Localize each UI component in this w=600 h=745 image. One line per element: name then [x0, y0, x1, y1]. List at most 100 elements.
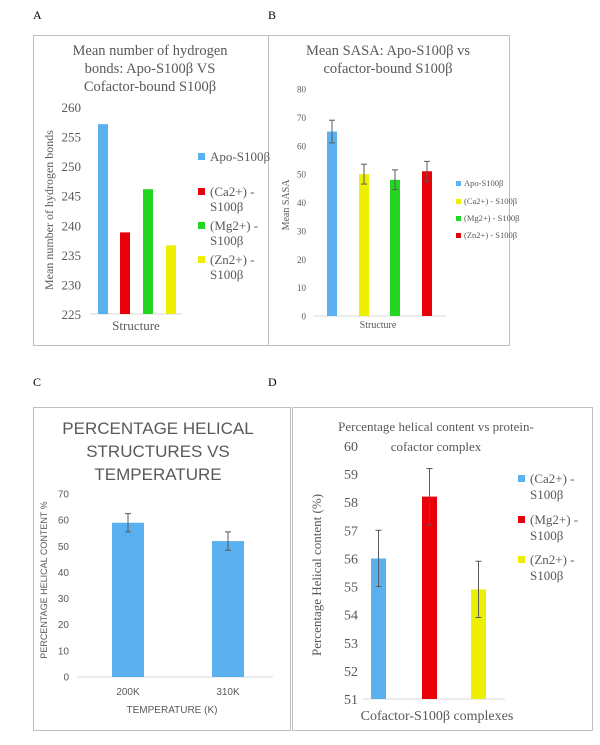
- chart-a-x-label: Structure: [112, 318, 160, 333]
- chart-a-y-tick: 230: [62, 277, 82, 292]
- chart-d-bar-3: [471, 589, 486, 699]
- chart-b-title: cofactor-bound S100β: [323, 61, 452, 77]
- chart-d-y-tick: 51: [344, 693, 358, 708]
- chart-b-legend-swatch-2: [456, 199, 461, 204]
- chart-c-y-label: PERCENTAGE HELICAL CONTENT %: [39, 501, 49, 658]
- chart-a-bar-1: [98, 124, 108, 314]
- chart-d-bar-1: [371, 558, 386, 699]
- chart-d-title: cofactor complex: [391, 439, 482, 454]
- chart-b-x-label: Structure: [360, 320, 397, 331]
- chart-a-legend-label: (Mg2+) -: [210, 218, 258, 233]
- chart-d-y-tick: 56: [344, 552, 358, 567]
- chart-b-y-label: Mean SASA: [281, 179, 292, 231]
- chart-c-title: TEMPERATURE: [94, 465, 221, 484]
- chart-d-y-tick: 53: [344, 637, 358, 652]
- chart-a-legend-swatch-3: [198, 222, 205, 229]
- chart-d-legend-label: (Ca2+) -: [530, 471, 575, 486]
- panel-label-a: A: [33, 8, 42, 22]
- chart-d-y-tick: 54: [344, 609, 358, 624]
- chart-b-legend-swatch-4: [456, 233, 461, 238]
- chart-d-legend-swatch-2: [518, 516, 525, 523]
- chart-a-legend-label: Apo-S100β: [210, 149, 270, 164]
- chart-d-legend-swatch-1: [518, 475, 525, 482]
- chart-c-y-tick: 60: [58, 516, 70, 527]
- chart-d-y-label: Percentage Helical content (%): [309, 494, 324, 656]
- chart-c-y-tick: 30: [58, 594, 70, 605]
- chart-a-legend-label: S100β: [210, 233, 244, 248]
- chart-b-title: Mean SASA: Apo-S100β vs: [306, 43, 470, 59]
- chart-a-legend-swatch-4: [198, 256, 205, 263]
- chart-b-bar-3: [390, 179, 400, 316]
- chart-d-y-tick: 58: [344, 496, 358, 511]
- chart-b-y-tick: 80: [297, 85, 307, 95]
- chart-c-bar-1: [112, 522, 144, 677]
- chart-c-y-tick: 10: [58, 646, 70, 657]
- chart-b-bar-1: [327, 131, 337, 316]
- chart-a-title: Cofactor-bound S100β: [84, 79, 216, 95]
- chart-a-y-tick: 225: [62, 307, 82, 322]
- chart-a-y-tick: 260: [62, 100, 82, 115]
- chart-b-legend-label: (Mg2+) - S100β: [464, 213, 519, 223]
- chart-b-y-tick: 0: [302, 312, 307, 322]
- chart-b-y-tick: 20: [297, 255, 307, 265]
- chart-a-y-tick: 255: [62, 130, 82, 145]
- chart-d-bar-2: [422, 496, 437, 699]
- chart-d-legend-swatch-3: [518, 556, 525, 563]
- chart-a-title: Mean number of hydrogen: [72, 43, 228, 59]
- chart-b-y-tick: 60: [297, 141, 307, 151]
- chart-c-y-tick: 40: [58, 568, 70, 579]
- chart-b-legend-label: (Zn2+) - S100β: [464, 230, 517, 240]
- chart-b-y-tick: 50: [297, 170, 307, 180]
- chart-a-legend-label: S100β: [210, 267, 244, 282]
- chart-c-y-tick: 50: [58, 542, 70, 553]
- chart-a-y-tick: 235: [62, 248, 82, 263]
- chart-a-bar-3: [143, 189, 153, 314]
- chart-b-bar-4: [422, 171, 432, 316]
- chart-b-y-tick: 30: [297, 226, 307, 236]
- chart-d-y-tick: 55: [344, 581, 358, 596]
- chart-d-legend-label: (Zn2+) -: [530, 552, 575, 567]
- chart-d-legend-label: S100β: [530, 487, 564, 502]
- chart-c-y-tick: 0: [63, 673, 69, 684]
- chart-a-legend-label: (Zn2+) -: [210, 252, 255, 267]
- chart-c-title: PERCENTAGE HELICAL: [62, 419, 253, 438]
- chart-c-y-tick: 70: [58, 490, 70, 501]
- chart-c-y-tick: 20: [58, 620, 70, 631]
- panel-label-c: C: [33, 375, 42, 389]
- chart-d-title: Percentage helical content vs protein-: [338, 419, 534, 434]
- chart-b-y-tick: 70: [297, 113, 307, 123]
- chart-c-x-tick: 310K: [216, 687, 240, 698]
- chart-c-bar-2: [212, 541, 244, 677]
- chart-a-bar-4: [166, 245, 176, 314]
- panel-label-d: D: [268, 375, 277, 389]
- chart-b-y-tick: 10: [297, 283, 307, 293]
- chart-b-bar-2: [359, 174, 369, 316]
- chart-d-legend-label: S100β: [530, 528, 564, 543]
- chart-a-y-tick: 240: [62, 218, 82, 233]
- chart-a-bar-2: [120, 232, 130, 314]
- chart-d-y-tick: 52: [344, 665, 358, 680]
- chart-b-frame: [268, 35, 510, 346]
- chart-d-y-tick: 60: [344, 440, 358, 455]
- chart-a-title: bonds: Apo-S100β VS: [85, 61, 216, 77]
- chart-b-legend-swatch-3: [456, 216, 461, 221]
- chart-a-y-tick: 245: [62, 189, 82, 204]
- chart-a-y-tick: 250: [62, 159, 82, 174]
- chart-a-y-label: Mean number of hydrogen bonds: [42, 130, 56, 290]
- chart-b-legend-label: Apo-S100β: [464, 178, 503, 188]
- chart-d-legend-label: S100β: [530, 568, 564, 583]
- chart-c-title: STRUCTURES VS: [86, 442, 230, 461]
- chart-d-y-tick: 57: [344, 524, 358, 539]
- chart-c-x-tick: 200K: [116, 687, 140, 698]
- chart-d-legend-label: (Mg2+) -: [530, 512, 578, 527]
- chart-d-x-label: Cofactor-S100β complexes: [361, 709, 514, 724]
- chart-a-legend-label: S100β: [210, 199, 244, 214]
- chart-c-x-label: TEMPERATURE (K): [127, 705, 218, 716]
- chart-b-legend-swatch-1: [456, 181, 461, 186]
- chart-d-y-tick: 59: [344, 468, 358, 483]
- chart-b-y-tick: 40: [297, 198, 307, 208]
- chart-a-legend-label: (Ca2+) -: [210, 184, 255, 199]
- chart-d-frame: [292, 407, 593, 731]
- panel-label-b: B: [268, 8, 277, 22]
